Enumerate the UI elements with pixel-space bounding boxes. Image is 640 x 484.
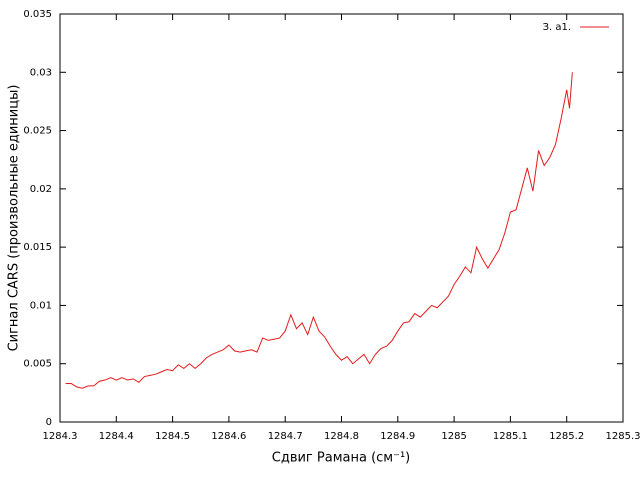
y-tick-label: 0.025 [23,126,52,137]
y-tick-label: 0.03 [30,67,52,78]
x-tick-label: 1285.2 [549,431,584,442]
y-tick-label: 0.01 [30,300,52,311]
x-tick-label: 1285.3 [606,431,640,442]
y-tick-label: 0.035 [23,9,52,20]
x-tick-label: 1284.4 [99,431,134,442]
y-tick-label: 0.005 [23,359,52,370]
x-axis-label: Сдвиг Рамана (см⁻¹) [272,451,411,466]
y-tick-label: 0.015 [23,242,52,253]
x-tick-label: 1284.8 [324,431,359,442]
x-tick-label: 1284.5 [155,431,190,442]
x-tick-label: 1284.6 [211,431,246,442]
x-tick-label: 1285.1 [493,431,528,442]
x-tick-label: 1285 [441,431,466,442]
x-tick-label: 1284.7 [268,431,303,442]
y-tick-label: 0 [46,417,52,428]
x-tick-label: 1284.3 [43,431,78,442]
y-tick-label: 0.02 [30,184,52,195]
y-axis-label: Сигнал CARS (произвольные единицы) [7,85,22,352]
legend-label: З. а1. [543,22,571,33]
x-tick-label: 1284.9 [380,431,415,442]
